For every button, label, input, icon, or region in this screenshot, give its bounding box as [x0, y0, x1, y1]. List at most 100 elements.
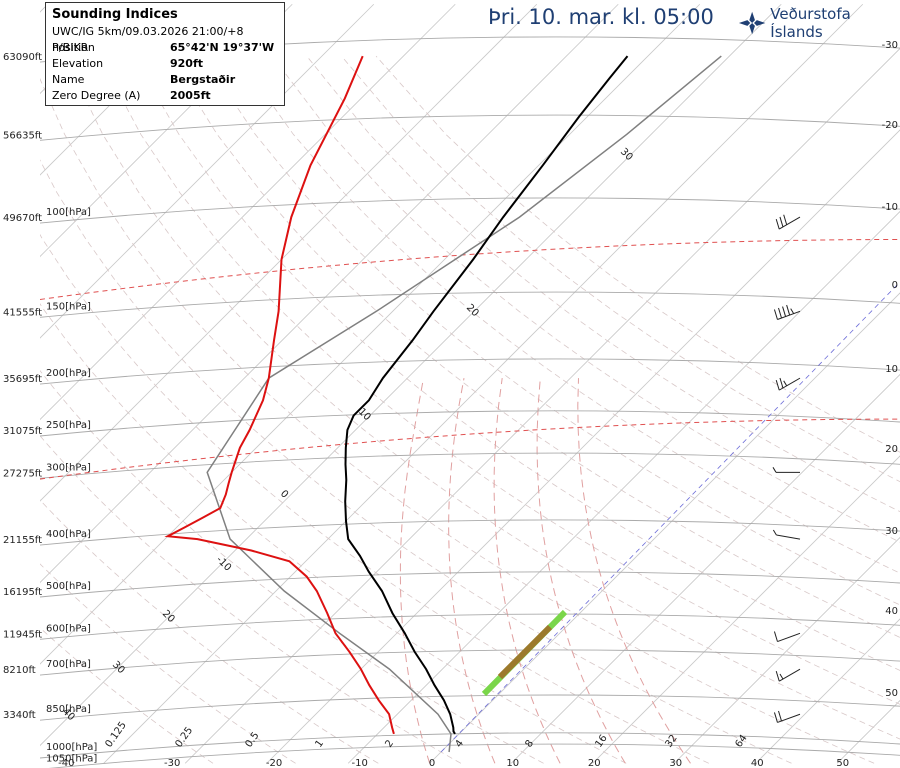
mixing-ratio-label: 2 [383, 738, 396, 750]
info-value: Bergstaðir [170, 73, 236, 86]
dry-adiabat-line [202, 55, 900, 606]
isotherm-label: -10 [214, 554, 233, 573]
isobar-line [40, 410, 900, 437]
wind-barb-flag [786, 304, 791, 316]
right-axis-label: 40 [885, 606, 898, 617]
wind-barb-flag [790, 308, 795, 314]
temp-tick-label: -30 [164, 758, 180, 768]
wind-barb-flag [779, 377, 784, 389]
isotherm-line [347, 210, 900, 764]
isotherm-label: 10 [356, 406, 373, 423]
pressure-label: 700[hPa] [46, 659, 91, 670]
altitude-label: 11945ft [3, 629, 42, 640]
dry-adiabat-line [40, 435, 462, 764]
isobar-line [40, 291, 900, 318]
temp-tick-label: 0 [429, 758, 435, 768]
info-value: 65°42'N 19°37'W [170, 41, 275, 54]
pressure-label: 300[hPa] [46, 462, 91, 473]
temp-tick-label: 30 [669, 758, 682, 768]
info-row-elevation: Elevation 920ft [52, 56, 278, 72]
pressure-label: 100[hPa] [46, 207, 91, 218]
mixing-ratio-label: 16 [593, 733, 609, 750]
isobar-line [40, 114, 900, 141]
isobar-line [40, 571, 900, 598]
pressure-label: 150[hPa] [46, 301, 91, 312]
dry-adiabat-line [40, 303, 627, 764]
dry-adiabat-line [64, 55, 900, 740]
isotherm-line [592, 455, 900, 764]
isotherm-line [184, 47, 900, 764]
mixing-ratio-label: 32 [663, 733, 679, 750]
info-row-zero-degree: Zero Degree (A) 2005ft [52, 88, 278, 104]
dry-adiabat-line [98, 55, 900, 705]
model-line: UWC/IG 5km/09.03.2026 21:00/+8 h/BIKR [52, 25, 244, 54]
wind-barb-staff [777, 310, 801, 320]
temperature-line [344, 55, 629, 735]
pressure-label: 1000[hPa] [46, 742, 97, 753]
right-axis-label: 20 [885, 444, 898, 455]
dry-adiabat-line [167, 55, 900, 638]
isobar-line [48, 743, 900, 768]
dry-adiabat-line [40, 233, 709, 764]
wind-barb-flag [779, 673, 784, 680]
pressure-label: 1050[hPa] [46, 753, 97, 764]
tropopause-line [40, 418, 900, 480]
mixing-ratio-label: 4 [453, 738, 466, 750]
wind-barb-flag [773, 309, 778, 320]
dry-adiabat-line [40, 78, 875, 764]
info-label: Position [52, 41, 95, 54]
valid-time-title: Þri. 10. mar. kl. 05:00 [488, 5, 714, 29]
dry-adiabat-line [271, 55, 900, 543]
temp-tick-label: 20 [588, 758, 601, 768]
freezing-ref-line [440, 281, 900, 753]
altitude-label: 35695ft [3, 374, 42, 385]
altitude-label: 41555ft [3, 307, 42, 318]
isotherm-line [40, 3, 701, 665]
isobar-line [40, 519, 900, 546]
right-axis-label: 0 [892, 280, 898, 291]
right-axis-label: 50 [885, 688, 898, 699]
dry-adiabat-line [40, 627, 214, 764]
altitude-label: 3340ft [3, 710, 36, 721]
wind-barb-flag [778, 307, 782, 319]
info-label: Elevation [52, 57, 104, 70]
temp-tick-label: 50 [836, 758, 849, 768]
wind-barb-staff [778, 377, 801, 391]
freezing-band-core [497, 624, 553, 680]
pressure-label: 400[hPa] [46, 529, 91, 540]
isobar-line [40, 358, 900, 385]
wind-barb-staff [777, 713, 801, 723]
isotherm-line [40, 3, 293, 258]
altitude-label: 49670ft [3, 213, 42, 224]
mixing-ratio-label: 0.5 [243, 730, 261, 749]
wind-barb-flag [775, 218, 780, 230]
altitude-label: 8210ft [3, 665, 36, 676]
wind-barb-flag [775, 671, 780, 682]
dry-adiabat-line [133, 55, 900, 671]
isobar-line [40, 197, 900, 224]
dry-adiabat-line [40, 563, 296, 764]
moist-adiabat-line [493, 378, 561, 764]
temp-tick-label: -40 [58, 758, 74, 768]
wind-barb-flag [775, 379, 780, 391]
dry-adiabat-line [40, 159, 792, 764]
altitude-label: 16195ft [3, 587, 42, 598]
right-axis-label: 30 [885, 526, 898, 537]
isobar-line [40, 732, 900, 759]
wind-barb-staff [778, 216, 801, 230]
moist-adiabat-line [448, 378, 496, 764]
moist-adiabat-line [399, 378, 431, 764]
isobar-line [40, 452, 900, 479]
wind-barb-flag [773, 712, 778, 723]
wind-barb-flag [783, 214, 788, 225]
isotherm-line [40, 3, 619, 584]
imo-logo-icon [738, 11, 766, 35]
isotherm-line [40, 3, 538, 502]
temp-tick-label: 10 [506, 758, 519, 768]
dry-adiabat-line [40, 369, 544, 764]
info-label: Name [52, 73, 85, 86]
isotherm-line [40, 3, 212, 176]
isotherm-line [510, 373, 900, 764]
wind-barb-flag [773, 631, 778, 642]
